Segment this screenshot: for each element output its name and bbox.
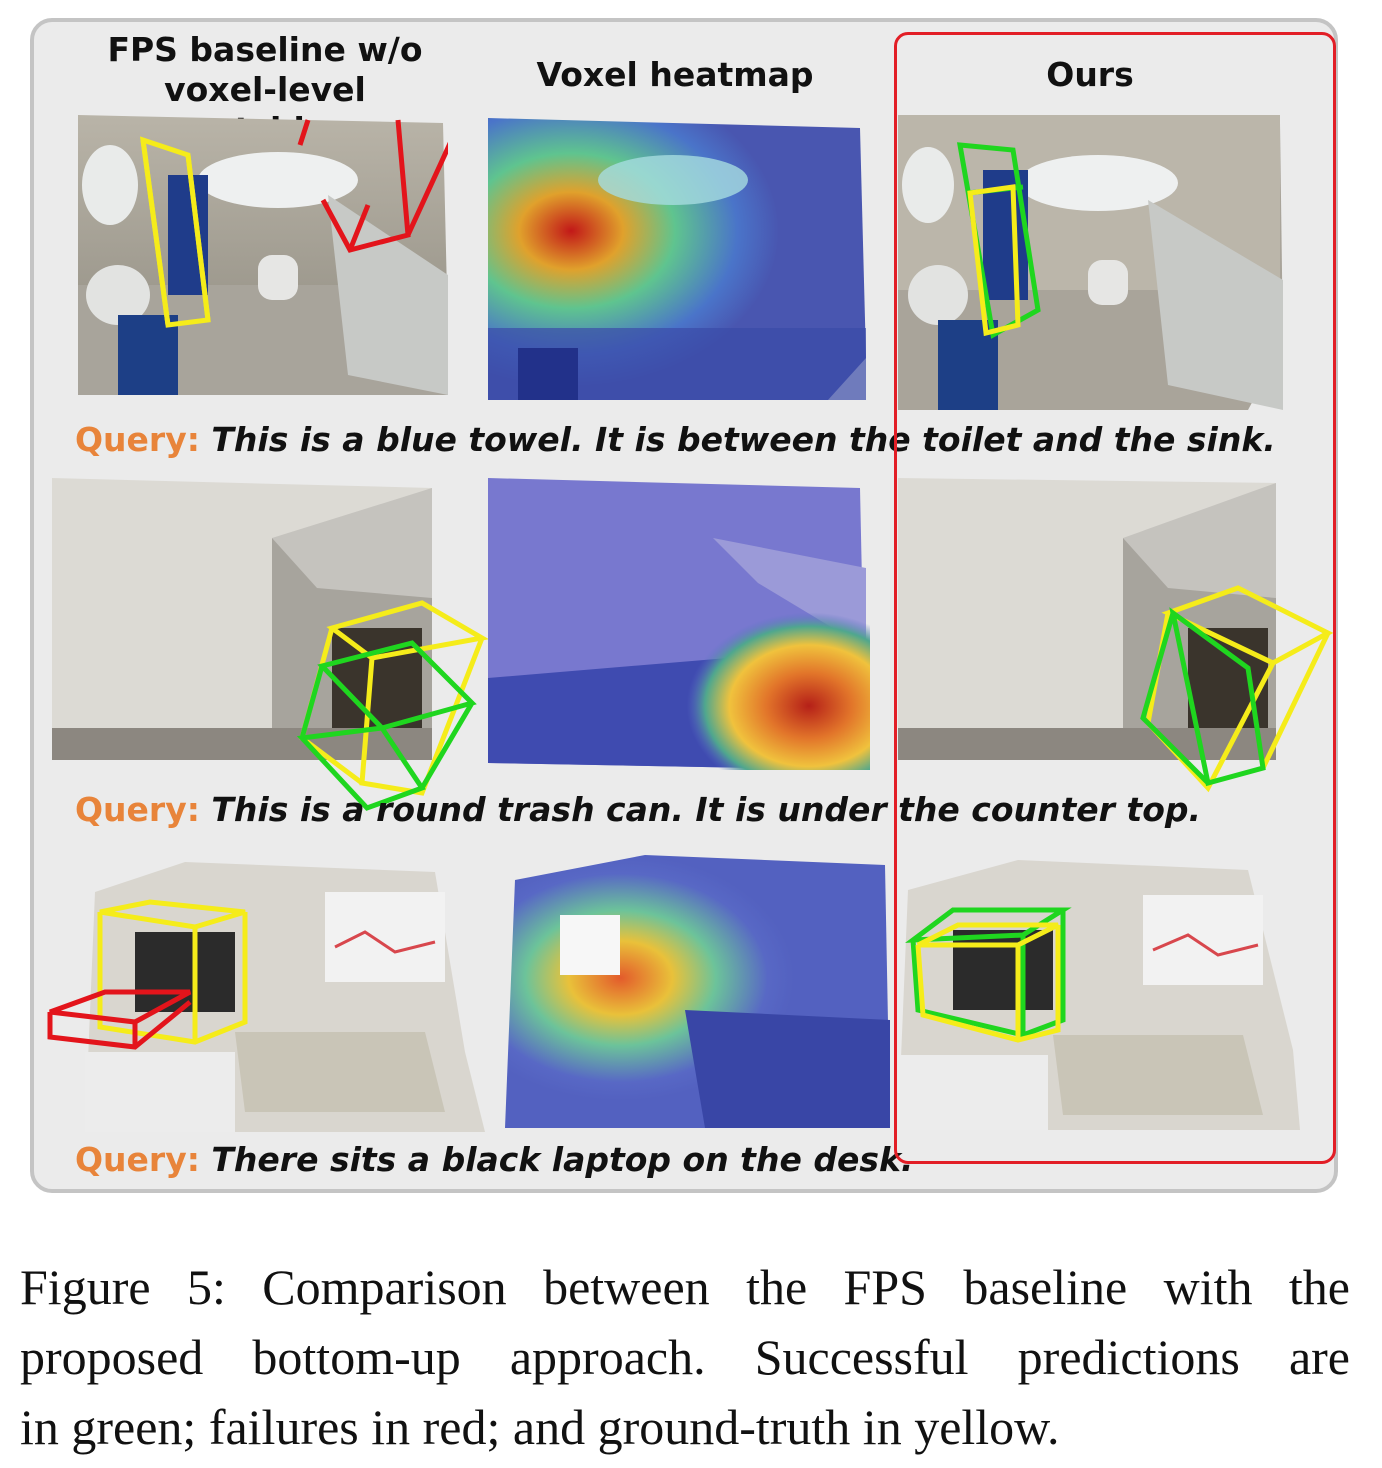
row3-heatmap-image xyxy=(505,855,890,1128)
row2-query: Query: This is a round trash can. It is … xyxy=(75,790,1201,829)
column-heading-voxel-heatmap: Voxel heatmap xyxy=(536,55,814,94)
query-text: This is a round trash can. It is under t… xyxy=(211,790,1202,829)
caption-line-1: Figure 5: Comparison between the FPS bas… xyxy=(20,1259,1350,1315)
row3-baseline-image xyxy=(47,862,485,1132)
row1-heatmap-image xyxy=(488,118,866,400)
row3-query: Query: There sits a black laptop on the … xyxy=(75,1140,913,1179)
query-label: Query: xyxy=(75,420,200,459)
row2-ours-image xyxy=(898,478,1333,793)
row1-ours-image xyxy=(898,115,1283,410)
figure-caption: Figure 5: Comparison between the FPS bas… xyxy=(20,1252,1350,1462)
heading-line-1: FPS baseline w/o xyxy=(107,30,423,69)
ours-highlight-frame xyxy=(894,32,1336,1164)
query-text: There sits a black laptop on the desk. xyxy=(211,1140,914,1179)
query-text: This is a blue towel. It is between the … xyxy=(211,420,1276,459)
column-heading-ours: Ours xyxy=(1046,55,1134,94)
query-label: Query: xyxy=(75,1140,200,1179)
row3-ours-image xyxy=(898,860,1300,1130)
row2-heatmap-image xyxy=(488,478,870,770)
query-label: Query: xyxy=(75,790,200,829)
caption-line-3: in green; failures in red; and ground-tr… xyxy=(20,1399,1060,1455)
caption-line-2: proposed bottom-up approach. Successful … xyxy=(20,1329,1350,1385)
row1-query: Query: This is a blue towel. It is betwe… xyxy=(75,420,1276,459)
row1-baseline-image xyxy=(78,115,448,395)
row2-baseline-image xyxy=(52,478,490,811)
